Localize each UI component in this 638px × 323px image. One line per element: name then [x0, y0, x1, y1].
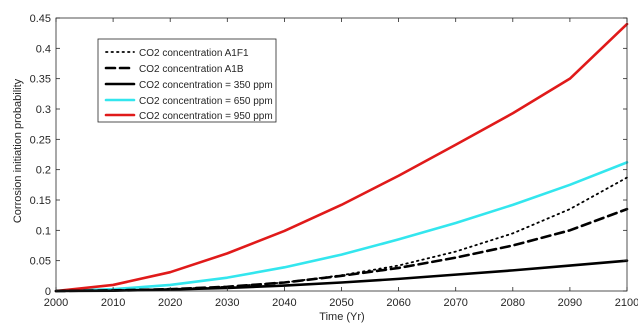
y-tick-label: 0.15: [30, 195, 51, 207]
legend-label-5: CO2 concentration = 950 ppm: [139, 111, 273, 122]
legend-label-1: CO2 concentration A1F1: [139, 48, 249, 59]
legend: CO2 concentration A1F1 CO2 concentration …: [97, 38, 277, 123]
legend-label-4: CO2 concentration = 650 ppm: [139, 96, 273, 107]
x-axis-label: Time (Yr): [319, 311, 364, 323]
y-tick-label: 0: [45, 286, 51, 298]
x-tick-label: 2040: [272, 297, 296, 309]
y-tick-label: 0.35: [30, 74, 51, 86]
x-tick-label: 2090: [558, 297, 582, 309]
y-tick-label: 0.45: [30, 13, 51, 25]
y-axis-label: Corrosion initiation probability: [12, 78, 24, 223]
x-tick-label: 2000: [44, 297, 68, 309]
x-tick-label: 2010: [101, 297, 125, 309]
x-tick-label: 2030: [215, 297, 239, 309]
y-tick-label: 0.2: [36, 165, 51, 177]
x-tick-label: 2100: [615, 297, 638, 309]
legend-label-2: CO2 concentration A1B: [139, 64, 244, 75]
plot-area: [54, 22, 629, 293]
x-tick-label: 2070: [443, 297, 467, 309]
series-line-5: [54, 22, 629, 293]
x-tick-label: 2080: [501, 297, 525, 309]
x-tick-label: 2050: [329, 297, 353, 309]
x-tick-label: 2060: [386, 297, 410, 309]
ticks: 2000 2010 2020 2030 2040 2050 2060 2070 2080 2090…: [30, 13, 638, 309]
legend-label-3: CO2 concentration = 350 ppm: [139, 80, 273, 91]
y-tick-label: 0.05: [30, 256, 51, 268]
series-line-1: [55, 176, 628, 292]
y-tick-label: 0.4: [36, 43, 51, 55]
x-tick-label: 2020: [158, 297, 182, 309]
y-tick-label: 0.3: [36, 104, 51, 116]
series-line-4: [54, 161, 629, 293]
y-tick-label: 0.1: [36, 225, 51, 237]
y-tick-label: 0.25: [30, 134, 51, 146]
